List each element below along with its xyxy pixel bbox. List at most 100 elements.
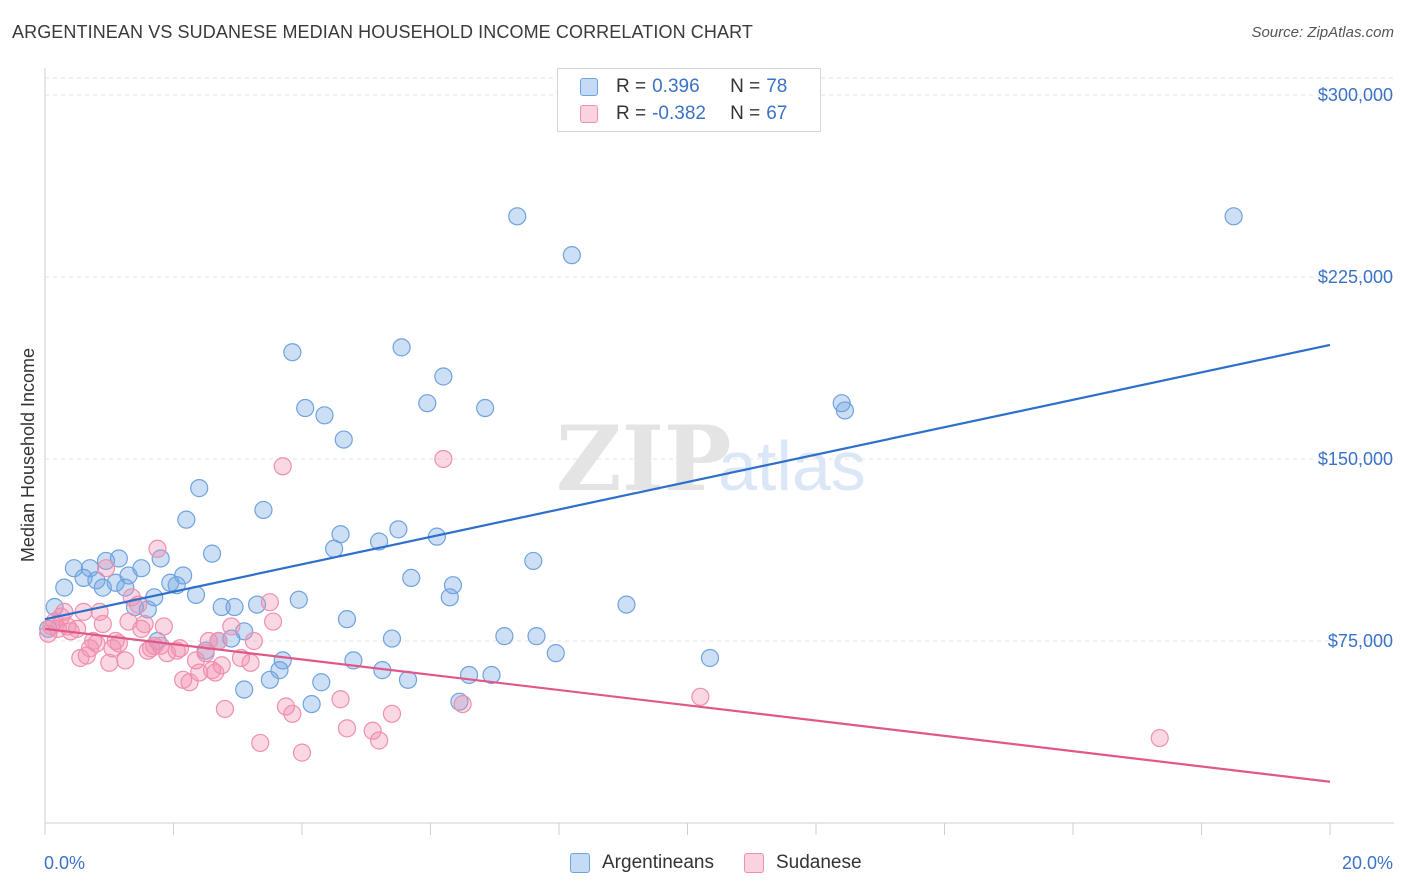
- data-point: [190, 479, 209, 498]
- data-point: [215, 699, 234, 719]
- trend-line-argentineans: [44, 343, 1331, 621]
- data-point: [700, 648, 720, 668]
- argentineans-legend-label: Argentineans: [602, 852, 714, 873]
- data-point: [1150, 728, 1169, 748]
- data-point: [276, 697, 296, 716]
- n-label: N =: [730, 103, 761, 124]
- data-point: [402, 568, 421, 588]
- r-label: R =: [616, 103, 647, 124]
- data-point: [225, 597, 244, 617]
- correlation-legend: R = 0.396 N = 78 R = -0.382 N = 67: [557, 68, 821, 132]
- data-point: [244, 631, 263, 651]
- data-point: [174, 566, 193, 585]
- data-point: [453, 694, 472, 714]
- gridlines: [45, 77, 1394, 642]
- data-point: [109, 549, 128, 568]
- data-point: [382, 704, 402, 723]
- data-point: [476, 398, 495, 418]
- data-point: [209, 631, 228, 651]
- n-label: N =: [730, 76, 761, 97]
- axes: [44, 68, 1394, 835]
- data-point: [64, 559, 84, 578]
- r-label: R =: [616, 76, 647, 97]
- data-point: [434, 367, 453, 386]
- data-point: [382, 629, 402, 648]
- y-axis-label: Median Household Income: [18, 348, 38, 562]
- watermark-zip: ZIP: [556, 406, 731, 512]
- sudanese-swatch: [580, 105, 598, 123]
- data-point: [331, 525, 350, 544]
- data-point: [312, 673, 331, 692]
- y-tick-label: $75,000: [1328, 631, 1393, 651]
- data-point: [260, 670, 279, 689]
- data-point: [283, 343, 302, 362]
- data-point: [148, 539, 167, 558]
- data-point: [524, 551, 543, 571]
- series-legend: Argentineans Sudanese: [570, 852, 892, 874]
- legend-row-sudanese: R = -0.382 N = 67: [580, 102, 787, 126]
- argentineans-swatch: [580, 78, 598, 96]
- data-point: [273, 651, 292, 670]
- x-tick-labels: 0.0% 20.0%: [44, 853, 1393, 873]
- legend-item-argentineans[interactable]: Argentineans: [570, 852, 714, 874]
- data-point: [296, 398, 315, 418]
- data-point: [389, 520, 408, 539]
- data-point: [199, 631, 218, 651]
- data-point: [55, 578, 74, 597]
- data-point: [334, 430, 353, 449]
- data-point: [251, 733, 270, 753]
- data-point: [292, 743, 312, 762]
- watermark: ZIP atlas: [556, 406, 866, 512]
- data-point: [154, 617, 173, 636]
- data-point: [450, 692, 469, 711]
- data-point: [337, 719, 357, 738]
- data-point: [116, 651, 135, 670]
- data-point: [691, 687, 710, 706]
- x-tick-label: 0.0%: [44, 853, 85, 873]
- data-point: [546, 644, 565, 663]
- data-point: [241, 653, 260, 672]
- data-point: [151, 549, 170, 568]
- data-point: [482, 665, 501, 685]
- data-point: [254, 500, 273, 520]
- data-point: [337, 610, 357, 629]
- data-point: [180, 673, 199, 692]
- data-point: [418, 394, 437, 413]
- data-point: [1224, 207, 1243, 226]
- data-point: [132, 559, 151, 578]
- data-point: [273, 457, 292, 476]
- data-point: [370, 731, 389, 750]
- data-point: [370, 532, 389, 551]
- x-tick-label: 20.0%: [1342, 853, 1393, 873]
- data-point: [87, 634, 106, 653]
- r-value: -0.382: [652, 103, 706, 124]
- sudanese-legend-label: Sudanese: [775, 852, 862, 873]
- data-point: [222, 617, 241, 636]
- data-point: [835, 401, 855, 420]
- source-label: Source: ZipAtlas.com: [1251, 24, 1394, 41]
- data-point: [68, 619, 87, 638]
- n-value: 78: [766, 76, 788, 97]
- argentineans-legend-swatch: [570, 853, 590, 873]
- data-point: [170, 639, 190, 658]
- data-point: [331, 690, 350, 709]
- data-point: [495, 627, 514, 646]
- data-point: [177, 510, 196, 529]
- watermark-atlas: atlas: [718, 427, 866, 505]
- data-point: [283, 704, 302, 723]
- data-point: [289, 590, 308, 609]
- data-point: [392, 338, 411, 357]
- data-point: [212, 597, 231, 617]
- n-value: 67: [766, 103, 788, 124]
- y-tick-label: $225,000: [1318, 267, 1393, 287]
- y-tick-label: $150,000: [1318, 449, 1393, 469]
- legend-item-sudanese[interactable]: Sudanese: [743, 852, 862, 874]
- data-point: [135, 614, 154, 634]
- data-point: [87, 571, 106, 590]
- data-point: [45, 597, 64, 617]
- data-point: [202, 661, 222, 680]
- data-point: [263, 612, 283, 631]
- data-point: [93, 614, 112, 634]
- data-point: [398, 670, 418, 689]
- data-point: [562, 246, 581, 265]
